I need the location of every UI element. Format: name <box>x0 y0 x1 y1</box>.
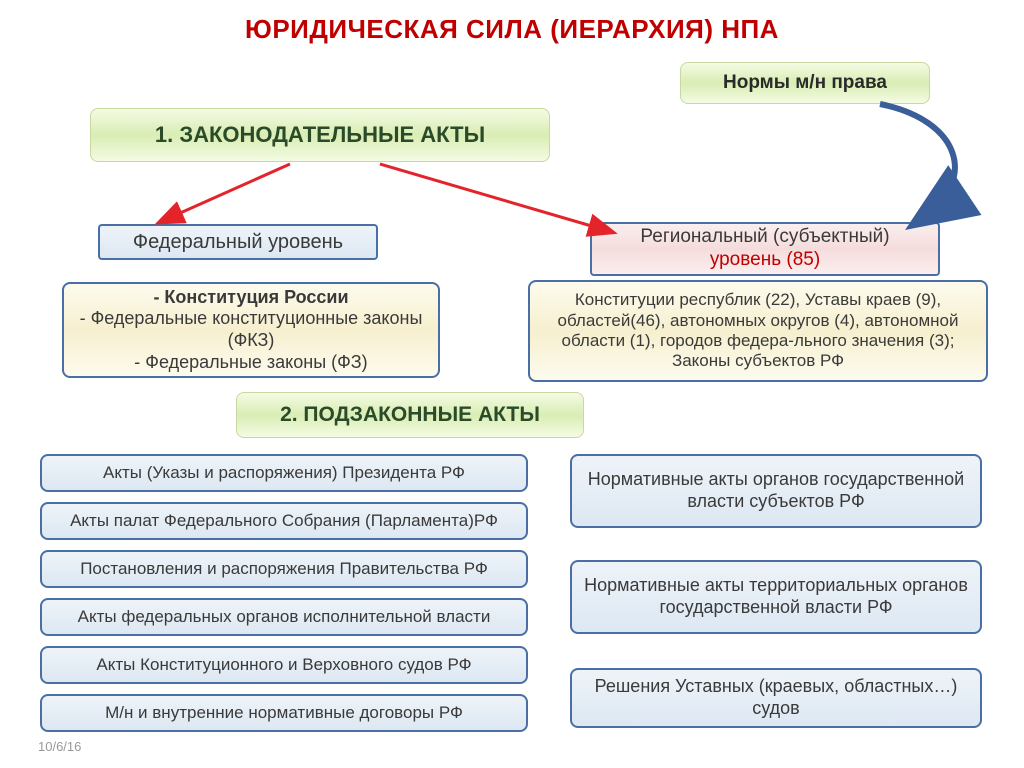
left-item-5: М/н и внутренние нормативные договоры РФ <box>40 694 528 732</box>
left-item-4: Акты Конституционного и Верховного судов… <box>40 646 528 684</box>
left-item-4-text: Акты Конституционного и Верховного судов… <box>96 655 471 675</box>
federal-label-text: Федеральный уровень <box>133 230 343 254</box>
right-item-2: Решения Уставных (краевых, областных…) с… <box>570 668 982 728</box>
regional-level-label: Региональный (субъектный) уровень (85) <box>590 222 940 276</box>
federal-body: - Конституция России - Федеральные конст… <box>62 282 440 378</box>
norms-box: Нормы м/н права <box>680 62 930 104</box>
arrow-blue-curve <box>880 104 955 220</box>
left-item-1: Акты палат Федерального Собрания (Парлам… <box>40 502 528 540</box>
federal-body-l3: - Федеральные законы (ФЗ) <box>134 352 367 374</box>
arrow-red-right <box>380 164 612 232</box>
section2-header-text: 2. ПОДЗАКОННЫЕ АКТЫ <box>280 402 540 427</box>
section1-header-text: 1. ЗАКОНОДАТЕЛЬНЫЕ АКТЫ <box>155 122 485 148</box>
federal-level-label: Федеральный уровень <box>98 224 378 260</box>
federal-body-bold: - Конституция России <box>153 287 348 309</box>
left-item-2-text: Постановления и распоряжения Правительст… <box>80 559 488 579</box>
left-item-5-text: М/н и внутренние нормативные договоры РФ <box>105 703 463 723</box>
footer-date: 10/6/16 <box>38 739 81 754</box>
left-item-3-text: Акты федеральных органов исполнительной … <box>78 607 491 627</box>
left-item-2: Постановления и распоряжения Правительст… <box>40 550 528 588</box>
left-item-1-text: Акты палат Федерального Собрания (Парлам… <box>70 511 498 531</box>
left-item-3: Акты федеральных органов исполнительной … <box>40 598 528 636</box>
federal-body-l2: - Федеральные конституционные законы (ФК… <box>74 308 428 351</box>
regional-label-l1: Региональный (субъектный) <box>640 226 889 249</box>
right-item-0: Нормативные акты органов государственной… <box>570 454 982 528</box>
section2-header: 2. ПОДЗАКОННЫЕ АКТЫ <box>236 392 584 438</box>
left-item-0-text: Акты (Указы и распоряжения) Президента Р… <box>103 463 465 483</box>
right-item-1-text: Нормативные акты территориальных органов… <box>582 575 970 618</box>
left-item-0: Акты (Указы и распоряжения) Президента Р… <box>40 454 528 492</box>
regional-label-l2: уровень (85) <box>710 249 820 272</box>
arrow-red-left <box>160 164 290 222</box>
section1-header: 1. ЗАКОНОДАТЕЛЬНЫЕ АКТЫ <box>90 108 550 162</box>
right-item-0-text: Нормативные акты органов государственной… <box>582 469 970 512</box>
right-item-1: Нормативные акты территориальных органов… <box>570 560 982 634</box>
regional-body: Конституции республик (22), Уставы краев… <box>528 280 988 382</box>
right-item-2-text: Решения Уставных (краевых, областных…) с… <box>582 676 970 719</box>
regional-body-text: Конституции республик (22), Уставы краев… <box>540 290 976 372</box>
page-title: ЮРИДИЧЕСКАЯ СИЛА (ИЕРАРХИЯ) НПА <box>0 0 1024 45</box>
norms-text: Нормы м/н права <box>723 72 887 95</box>
